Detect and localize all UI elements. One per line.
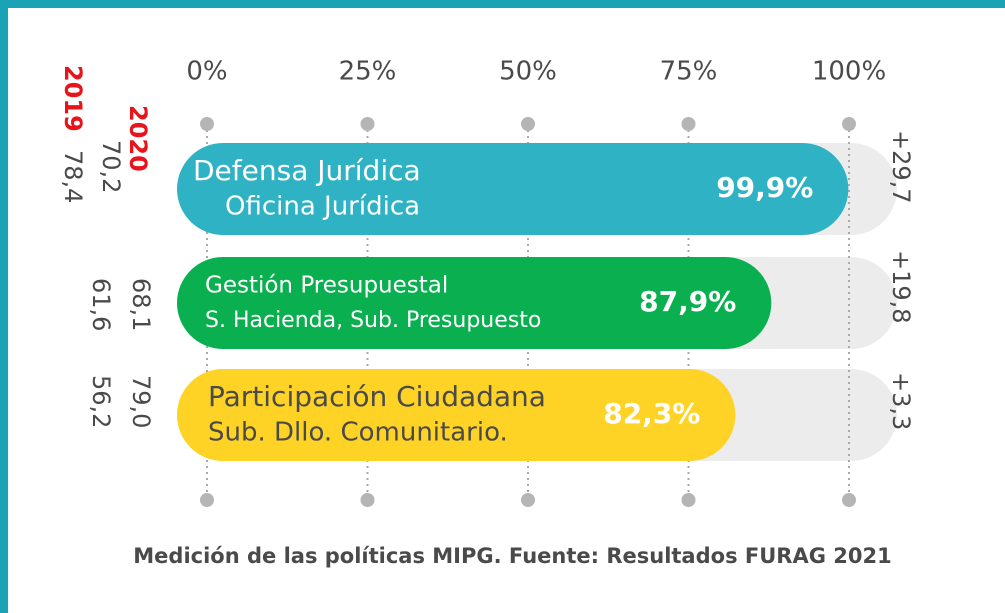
subcategory-label: Oficina Jurídica [225, 192, 420, 222]
series-header: 2020 [124, 105, 152, 172]
side-value: 61,6 [87, 278, 115, 331]
change-label: +19,8 [887, 250, 915, 324]
side-value: 70,2 [97, 140, 125, 193]
x-tick-label: 0% [186, 57, 227, 87]
change-label: +29,7 [887, 130, 915, 204]
tick-dot [681, 493, 696, 507]
category-label: Participación Ciudadana [208, 380, 546, 413]
x-tick-label: 75% [660, 57, 718, 87]
caption: Medición de las políticas MIPG. Fuente: … [133, 544, 892, 568]
tick-dot [521, 493, 535, 507]
side-value: 78,4 [59, 150, 87, 203]
tick-dot [360, 117, 375, 131]
tick-dot [681, 117, 696, 131]
change-label: +3,3 [887, 372, 915, 430]
x-tick-label: 100% [812, 57, 886, 87]
subcategory-label: Sub. Dllo. Comunitario. [208, 418, 508, 448]
bar [177, 143, 849, 235]
bar [177, 369, 736, 461]
category-label: Defensa Jurídica [193, 154, 421, 187]
bar [177, 257, 772, 349]
tick-dot [521, 117, 535, 131]
tick-dot [842, 493, 856, 507]
subcategory-label: S. Hacienda, Sub. Presupuesto [205, 308, 541, 333]
tick-dot [200, 493, 214, 507]
x-tick-label: 50% [499, 57, 557, 87]
value-label: 99,9% [716, 171, 813, 204]
tick-dot [200, 117, 214, 131]
side-value: 79,0 [127, 375, 155, 428]
x-tick-label: 25% [339, 57, 397, 87]
category-label: Gestión Presupuestal [205, 273, 448, 299]
side-value: 68,1 [127, 278, 155, 331]
tick-dot [360, 493, 375, 507]
value-label: 82,3% [603, 397, 700, 430]
series-header: 2019 [59, 65, 87, 132]
value-label: 87,9% [639, 285, 736, 318]
side-value: 56,2 [87, 375, 115, 428]
tick-dot [842, 117, 856, 131]
